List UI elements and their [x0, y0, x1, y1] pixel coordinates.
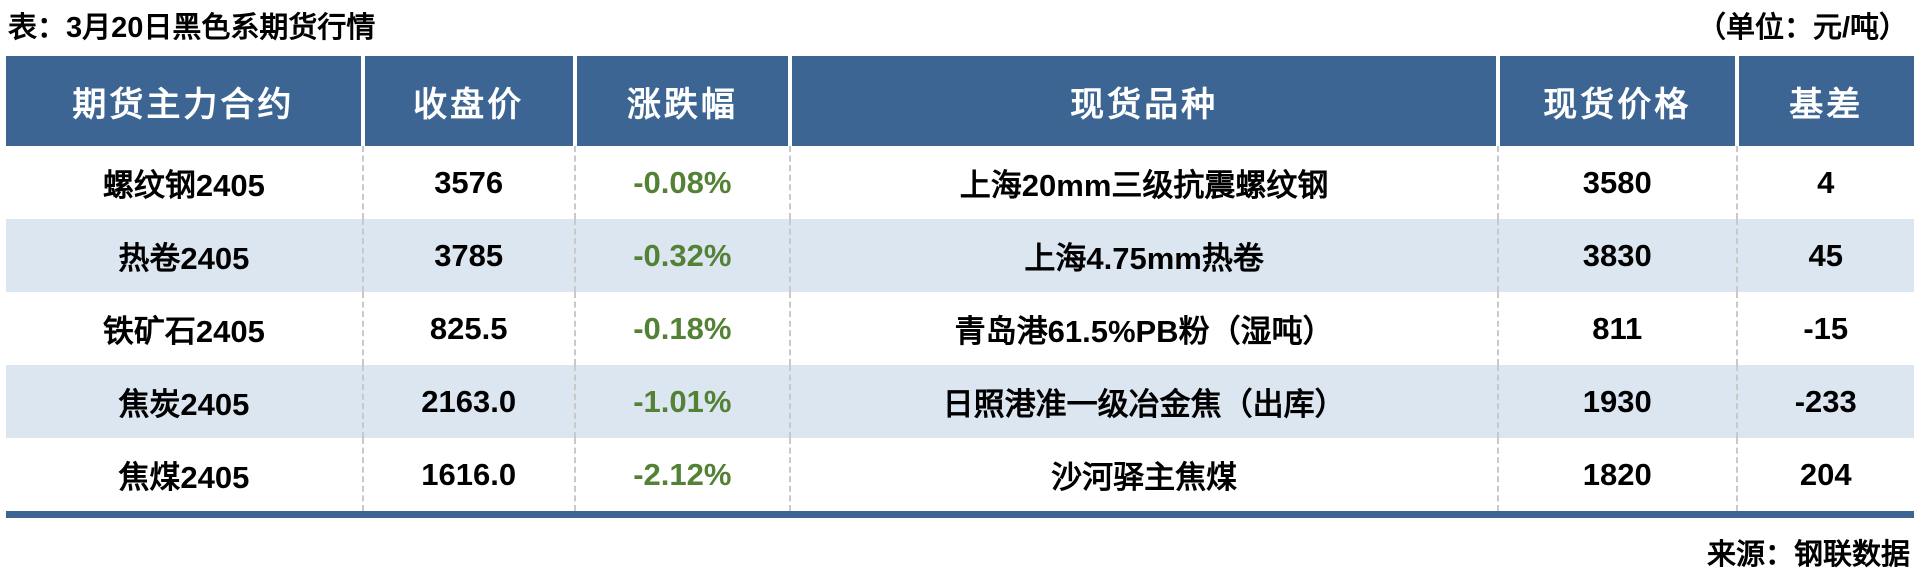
table-row: 螺纹钢2405 3576 -0.08% 上海20mm三级抗震螺纹钢 3580 4 — [6, 146, 1914, 220]
cell-basis: 45 — [1735, 219, 1914, 293]
unit-note: （单位：元/吨） — [1696, 12, 1908, 44]
cell-close: 2163.0 — [361, 365, 575, 439]
table-row: 焦煤2405 1616.0 -2.12% 沙河驿主焦煤 1820 204 — [6, 438, 1914, 512]
futures-quote-table: 期货主力合约 收盘价 涨跌幅 现货品种 现货价格 基差 螺纹钢2405 3576… — [6, 56, 1914, 512]
cell-basis: -15 — [1735, 292, 1914, 366]
source-row: 来源：钢联数据 — [6, 518, 1914, 573]
cell-close: 1616.0 — [361, 438, 575, 512]
title-bar: 表：3月20日黑色系期货行情 （单位：元/吨） — [6, 6, 1914, 56]
header-row: 期货主力合约 收盘价 涨跌幅 现货品种 现货价格 基差 — [6, 56, 1914, 147]
table-row: 热卷2405 3785 -0.32% 上海4.75mm热卷 3830 45 — [6, 219, 1914, 293]
cell-close: 825.5 — [361, 292, 575, 366]
cell-spot-name: 上海4.75mm热卷 — [789, 219, 1499, 293]
cell-spot-price: 1930 — [1497, 365, 1737, 439]
table-row: 焦炭2405 2163.0 -1.01% 日照港准一级冶金焦（出库） 1930 … — [6, 365, 1914, 439]
source-label: 来源：钢联数据 — [1706, 539, 1910, 572]
page-title: 表：3月20日黑色系期货行情 — [8, 12, 376, 44]
col-header-spot-name: 现货品种 — [788, 56, 1499, 147]
cell-close: 3576 — [361, 146, 575, 220]
cell-change-pct: -1.01% — [573, 365, 791, 439]
cell-contract: 焦煤2405 — [118, 460, 250, 496]
cell-change-pct: -0.32% — [573, 219, 791, 293]
cell-change-pct: -0.08% — [573, 146, 791, 220]
cell-contract: 螺纹钢2405 — [102, 168, 265, 204]
cell-basis: 4 — [1735, 146, 1914, 220]
cell-basis: -233 — [1735, 365, 1914, 439]
cell-basis: 204 — [1735, 438, 1914, 512]
col-header-change-pct: 涨跌幅 — [572, 56, 791, 147]
cell-close: 3785 — [361, 219, 575, 293]
col-header-close: 收盘价 — [360, 56, 575, 147]
cell-change-pct: -0.18% — [573, 292, 791, 366]
col-header-basis: 基差 — [1734, 56, 1914, 147]
cell-spot-price: 1820 — [1497, 438, 1737, 512]
cell-spot-price: 3580 — [1497, 146, 1737, 220]
cell-contract: 焦炭2405 — [118, 387, 250, 423]
cell-spot-name: 上海20mm三级抗震螺纹钢 — [789, 146, 1499, 220]
cell-spot-name: 沙河驿主焦煤 — [789, 438, 1499, 512]
cell-spot-name: 日照港准一级冶金焦（出库） — [789, 365, 1499, 439]
col-header-contract: 期货主力合约 — [6, 56, 363, 147]
cell-spot-name: 青岛港61.5%PB粉（湿吨） — [789, 292, 1499, 366]
table-bottom-border — [6, 511, 1914, 519]
cell-spot-price: 3830 — [1497, 219, 1737, 293]
col-header-spot-price: 现货价格 — [1496, 56, 1737, 147]
cell-spot-price: 811 — [1497, 292, 1737, 366]
table-row: 铁矿石2405 825.5 -0.18% 青岛港61.5%PB粉（湿吨） 811… — [6, 292, 1914, 366]
cell-contract: 铁矿石2405 — [102, 314, 265, 350]
cell-change-pct: -2.12% — [573, 438, 791, 512]
cell-contract: 热卷2405 — [118, 241, 250, 277]
